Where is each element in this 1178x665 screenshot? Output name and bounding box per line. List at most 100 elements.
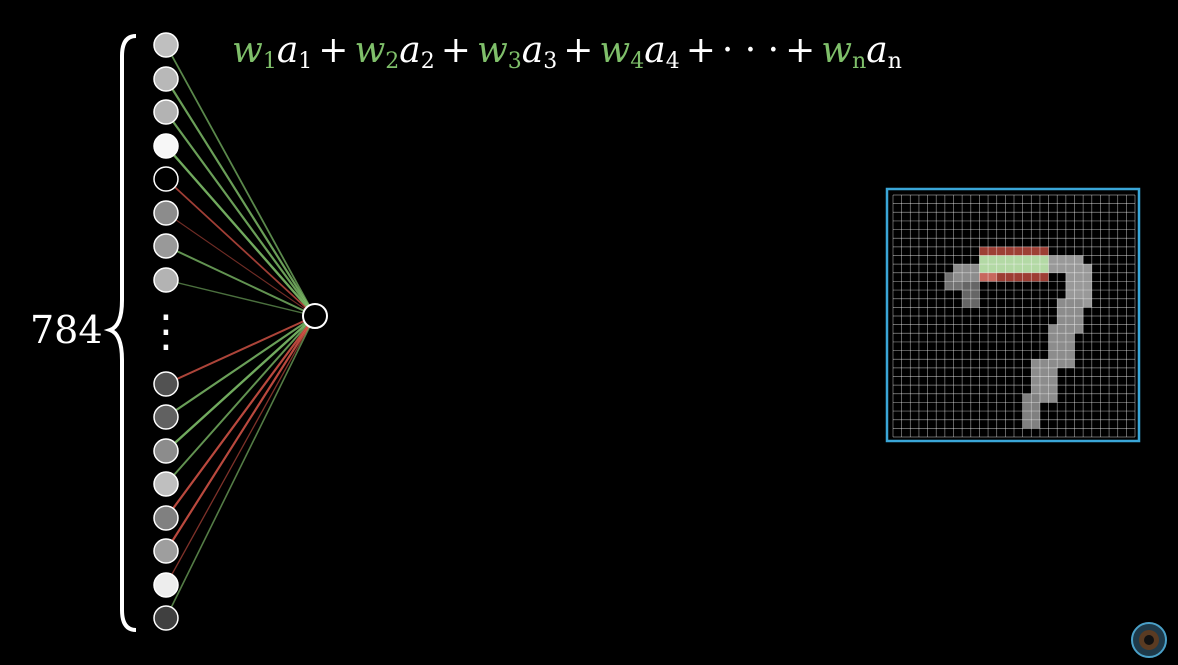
digit-pixel: [944, 272, 954, 282]
digit-pixel: [962, 298, 971, 308]
digit-pixel: [970, 264, 980, 273]
digit-pixel: [1074, 298, 1084, 308]
term-1: w1a1: [232, 30, 313, 74]
input-neuron: [153, 200, 179, 226]
digit-pixel: [1039, 376, 1049, 386]
input-neuron: [153, 505, 179, 531]
digit-pixel: [962, 264, 971, 273]
digit-pixel: [1039, 359, 1049, 368]
term-4: w4a4: [599, 30, 680, 74]
connection-line: [165, 315, 316, 552]
digit-pixel: [1083, 264, 1092, 273]
digit-pixel: [970, 281, 980, 291]
input-neuron: [153, 233, 179, 259]
digit-pixel: [1022, 393, 1032, 403]
term-n: wnan: [821, 30, 902, 74]
digit-pixel: [1074, 316, 1084, 325]
digit-pixel: [1083, 298, 1092, 308]
digit-pixel: [944, 281, 954, 291]
digit-pixel: [1065, 350, 1075, 360]
connection-line: [165, 315, 316, 619]
digit-pixel: [1074, 290, 1084, 299]
formula-dots: · · ·: [721, 30, 780, 71]
digit-pixel: [1065, 333, 1075, 342]
digit-pixel: [1065, 341, 1075, 351]
input-neuron: [153, 605, 179, 631]
digit-pixel: [1022, 402, 1032, 412]
input-neuron: [153, 471, 179, 497]
digit-pixel: [1065, 290, 1075, 299]
connections: [165, 44, 316, 619]
connection-line: [165, 245, 316, 317]
digit-pixel: [1048, 324, 1058, 334]
digit-pixel: [1083, 290, 1092, 299]
input-neuron: [153, 538, 179, 564]
digit-pixel: [1083, 281, 1092, 291]
digit-pixel: [1065, 272, 1075, 282]
digit-pixel: [1074, 307, 1084, 316]
neuron-count-label: 784: [30, 308, 103, 352]
digit-pixel: [1048, 350, 1058, 360]
digit-pixel: [962, 272, 971, 282]
digit-pixel: [1074, 281, 1084, 291]
digit-pixel: [970, 290, 980, 299]
digit-pixel: [953, 281, 963, 291]
digit-pixel: [1031, 367, 1040, 377]
digit-pixel: [970, 298, 980, 308]
connection-line: [165, 111, 316, 317]
connection-line: [165, 315, 316, 452]
connection-line: [165, 315, 316, 385]
weighted-sum-formula: w1a1 + w2a2 + w3a3 + w4a4 + · · · + wnan: [232, 30, 902, 74]
layer-brace: [103, 34, 137, 632]
connection-line: [165, 44, 316, 317]
grid-lines: [892, 194, 1136, 438]
digit-pixel: [1065, 264, 1075, 273]
digit-pixel: [1048, 385, 1058, 394]
connection-line: [165, 279, 316, 317]
connection-line: [165, 315, 316, 586]
digit-pixel: [962, 290, 971, 299]
input-neuron: [153, 166, 179, 192]
digit-pixel: [1057, 333, 1066, 342]
digit-pixel: [1065, 307, 1075, 316]
digit-pixel: [1048, 376, 1058, 386]
digit-pixel: [1065, 316, 1075, 325]
term-2: w2a2: [354, 30, 435, 74]
digit-pixel: [1048, 341, 1058, 351]
digit-pixel: [1031, 411, 1040, 420]
digit-pixel: [1039, 393, 1049, 403]
input-neuron: [153, 133, 179, 159]
digit-pixel: [1065, 359, 1075, 368]
digit-pixel: [1022, 411, 1032, 420]
digit-pixel: [1074, 264, 1084, 273]
connection-line: [165, 315, 316, 418]
digit-pixel: [1048, 367, 1058, 377]
neuron-ellipsis: ⋮: [144, 306, 188, 357]
input-neuron: [153, 32, 179, 58]
connection-line: [165, 145, 316, 317]
digit-pixel: [1083, 272, 1092, 282]
digit-pixel: [1031, 376, 1040, 386]
digit-pixel: [1022, 419, 1032, 429]
digit-pixel: [1074, 255, 1084, 265]
digit-pixel: [953, 272, 963, 282]
input-neuron: [153, 267, 179, 293]
digit-pixel: [1048, 359, 1058, 368]
digit-pixel: [1057, 264, 1066, 273]
digit-pixel: [1031, 393, 1040, 403]
digit-pixel: [1057, 255, 1066, 265]
digit-pixel: [1057, 298, 1066, 308]
digit-image-grid: [885, 187, 1141, 443]
digit-pixel: [1048, 333, 1058, 342]
digit-pixel: [962, 281, 971, 291]
term-3: w3a3: [476, 30, 558, 74]
digit-pixel: [970, 272, 980, 282]
channel-logo-icon: [1131, 622, 1167, 658]
digit-pixel: [1057, 324, 1066, 334]
connection-line: [165, 315, 316, 519]
digit-pixel: [1057, 359, 1066, 368]
digit-pixel: [1039, 367, 1049, 377]
digit-pixel: [1048, 255, 1058, 265]
input-neuron: [153, 572, 179, 598]
